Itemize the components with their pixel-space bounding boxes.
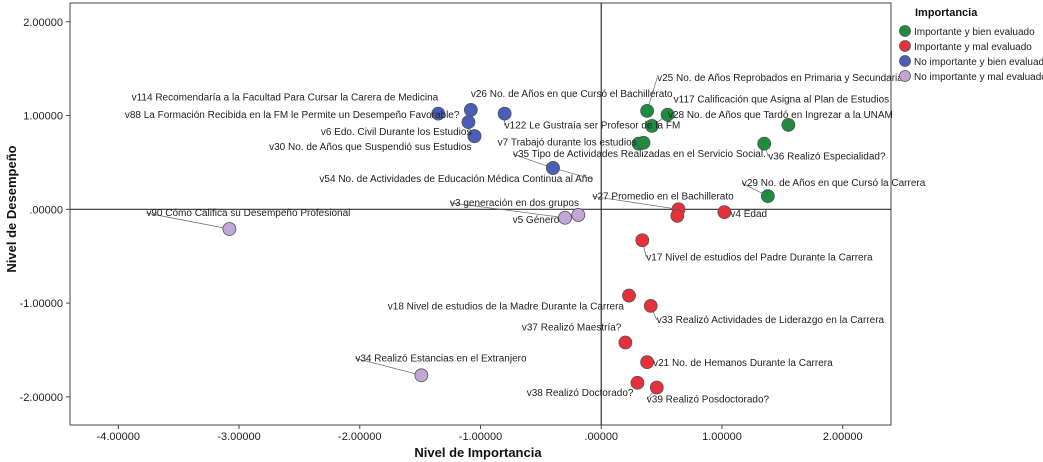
data-point	[546, 161, 560, 175]
data-point	[649, 380, 664, 395]
point-label: v26 No. de Años en que Cursó el Bachille…	[471, 89, 673, 100]
point-label: v21 No. de Hemanos Durante la Carrera	[653, 358, 833, 369]
point-label: v39 Realizó Posdoctorado?	[647, 394, 770, 405]
point-label: v90 Cómo Califica su Desempeño Profesion…	[146, 208, 350, 219]
point-label: v33 Realizó Actividades de Liderazgo en …	[657, 315, 885, 326]
data-point	[645, 118, 659, 133]
label-leader-line	[146, 212, 230, 230]
label-leader-line	[355, 357, 422, 376]
data-point	[622, 288, 636, 303]
data-point	[640, 103, 655, 118]
point-label: v3 generación en dos grupos	[450, 198, 579, 209]
data-point	[760, 189, 775, 204]
point-label: v27 Promedio en el Bachillerato	[593, 191, 735, 202]
point-label: v5 Género	[513, 215, 560, 226]
data-point	[660, 107, 675, 122]
y-axis-title: Nivel de Desempeño	[4, 145, 19, 272]
point-label: v25 No. de Años Reprobados en Primaria y…	[657, 73, 903, 84]
data-point	[670, 208, 685, 223]
x-tick-label: -4.00000	[97, 431, 140, 443]
data-point	[467, 129, 482, 144]
x-tick-label: -1.00000	[459, 431, 502, 443]
y-tick-label: .00000	[29, 204, 63, 216]
point-label: v38 Realizó Doctorado?	[527, 388, 634, 399]
y-tick-label: -1.00000	[20, 298, 63, 310]
legend-marker	[899, 40, 911, 52]
data-point	[643, 299, 658, 313]
point-label: v88 La Formación Recibida en la FM le Pe…	[125, 110, 460, 121]
point-label: v37 Realizó Maestría?	[522, 322, 622, 333]
data-point	[497, 106, 512, 121]
legend-entry-label: Importante y mal evaluado	[914, 42, 1032, 53]
data-point	[463, 103, 478, 117]
legend-marker	[899, 55, 911, 67]
data-point	[781, 118, 796, 132]
legend-entry-label: Importante y bien evaluado	[914, 27, 1035, 38]
data-point	[636, 135, 651, 150]
legend-entry-label: No importante y mal evaluado	[914, 72, 1043, 83]
data-point	[571, 208, 586, 222]
label-leader-line	[592, 195, 679, 210]
data-point	[717, 205, 732, 220]
point-label: v36 Realizó Especialidad?	[768, 152, 886, 163]
point-label: v30 No. de Años que Suspendió sus Estudi…	[269, 142, 471, 153]
x-tick-label: -2.00000	[338, 431, 381, 443]
data-point	[635, 233, 650, 248]
data-point	[414, 368, 429, 383]
data-point	[757, 136, 772, 151]
legend-entry-label: No importante y bien evaluado	[914, 57, 1043, 68]
point-label: v122 Le Gustraía ser Profesor de la FM	[505, 121, 681, 132]
legend-marker	[899, 25, 911, 37]
data-point	[640, 355, 655, 370]
point-label: v114 Recomendaría a la Facultad Para Cur…	[132, 93, 439, 104]
data-point	[431, 106, 446, 121]
x-tick-label: .00000	[584, 431, 618, 443]
point-label: v117 Calificación que Asigna al Plan de …	[674, 95, 890, 106]
point-label: v35 Tipo de Actividades Realizadas en el…	[513, 149, 766, 160]
legend-title: Importancia	[915, 7, 978, 19]
point-label: v6 Edo. Civil Durante los Estudios	[321, 127, 472, 138]
point-label: v29 No. de Años en que Cursó la Carrera	[742, 178, 926, 189]
x-tick-label: 2.00000	[823, 431, 863, 443]
y-tick-label: -2.00000	[20, 392, 63, 404]
point-label: v28 No. de Años que Tardó en Ingrezar a …	[668, 110, 893, 121]
label-leader-line	[449, 202, 566, 219]
point-label: v34 Realizó Estancias en el Extranjero	[355, 353, 527, 364]
point-label: v54 No. de Actividades de Educación Médi…	[319, 174, 593, 185]
data-point	[630, 375, 645, 390]
point-label: v4 Edad	[730, 209, 767, 220]
y-tick-label: 1.00000	[23, 111, 63, 123]
x-tick-label: 1.00000	[702, 431, 742, 443]
point-label: v18 Nivel de estudios de la Madre Durant…	[388, 302, 625, 313]
data-point	[461, 115, 476, 129]
data-point	[222, 222, 237, 236]
y-tick-label: 2.00000	[23, 17, 63, 29]
x-tick-label: -3.00000	[217, 431, 260, 443]
data-point	[558, 210, 572, 225]
data-point	[618, 335, 633, 350]
x-axis-title: Nivel de Importancia	[414, 445, 542, 460]
label-leader-line	[552, 167, 594, 180]
label-leader-line	[512, 153, 554, 169]
point-label: v17 Nivel de estudios del Padre Durante …	[646, 252, 873, 263]
point-label: v7 Trabajó durante los estudios	[498, 138, 637, 149]
legend-marker	[899, 70, 911, 82]
